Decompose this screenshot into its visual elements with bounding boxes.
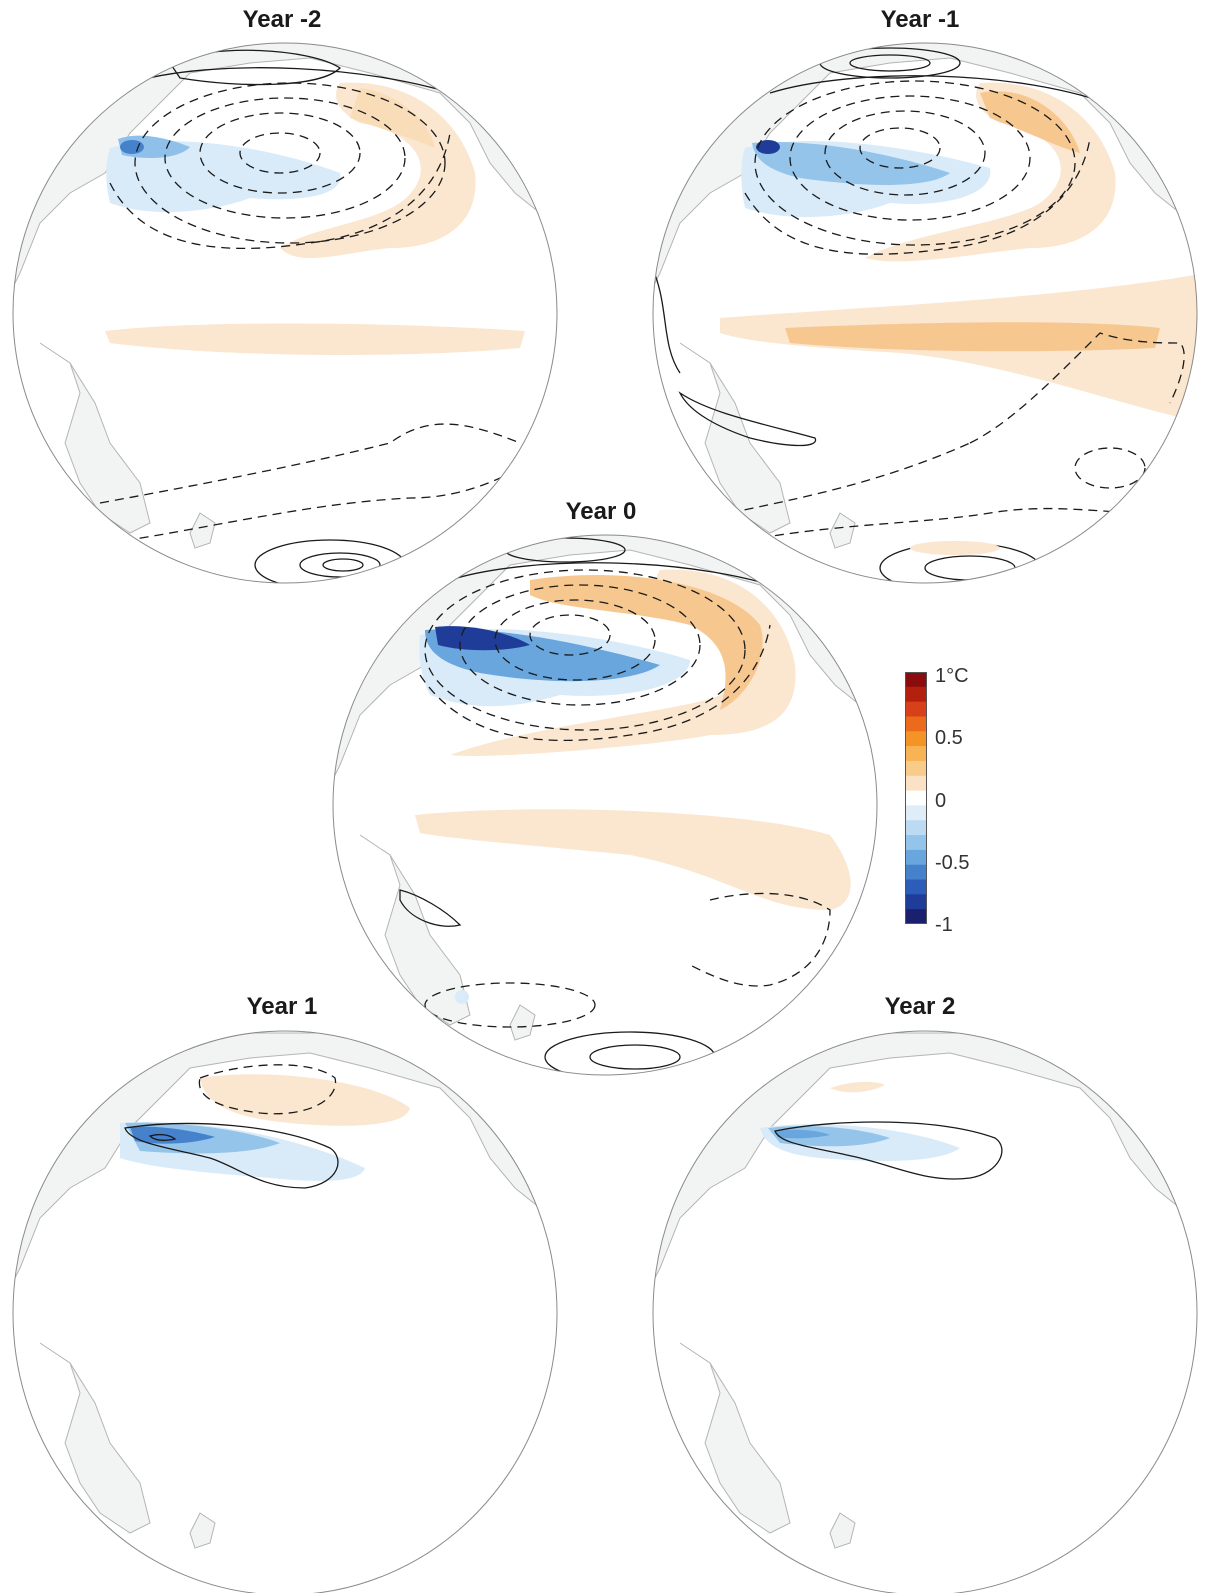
cool-anomaly-small xyxy=(455,990,469,1004)
positive-contour xyxy=(322,558,364,572)
negative-contour xyxy=(109,462,531,544)
panel-title-year-0: Year 0 xyxy=(565,498,637,525)
colorbar-segment xyxy=(905,909,927,924)
colorbar-segment xyxy=(905,686,927,703)
colorbar-label-zero: 0 xyxy=(935,790,947,812)
globe-map-year-1 xyxy=(12,1030,558,1593)
positive-contour xyxy=(769,75,1121,109)
colorbar-segment xyxy=(905,672,927,688)
sst-anomaly-shading xyxy=(760,1081,960,1161)
colorbar-segment xyxy=(905,760,927,777)
negative-contour xyxy=(99,423,521,504)
globe-map-year-minus-1 xyxy=(652,42,1198,584)
colorbar-segment xyxy=(905,805,927,821)
cool-anomaly-core xyxy=(435,626,530,651)
warm-equatorial-band xyxy=(105,323,525,355)
positive-contour xyxy=(169,49,342,86)
globe-outline xyxy=(332,534,878,1076)
colorbar-segment xyxy=(905,716,927,732)
globe-outline xyxy=(652,1030,1198,1593)
negative-contour xyxy=(1074,447,1146,489)
colorbar-label-min: -1 xyxy=(935,914,953,936)
negative-contour xyxy=(759,507,1151,539)
negative-contour xyxy=(164,97,406,219)
globe-map-year-minus-2 xyxy=(12,42,558,584)
panel-title-year-minus-2: Year -2 xyxy=(242,6,322,33)
negative-contour xyxy=(754,80,1076,246)
cool-anomaly-core xyxy=(775,1129,830,1139)
globe-map-year-0 xyxy=(332,534,878,1076)
warm-equatorial-band xyxy=(415,809,851,910)
negative-contour xyxy=(459,584,701,706)
positive-contour xyxy=(774,1121,1003,1180)
colorbar-segment xyxy=(905,849,927,866)
colorbar-segment xyxy=(905,835,927,851)
warm-anomaly-small xyxy=(830,1081,885,1093)
colorbar-segment xyxy=(905,879,927,895)
pressure-contours xyxy=(653,47,1185,583)
colorbar-label-half: 0.5 xyxy=(935,727,963,749)
land-masses xyxy=(333,535,877,1041)
warm-anomaly-region xyxy=(200,1074,410,1126)
positive-contour xyxy=(148,1133,177,1141)
sst-anomaly-shading xyxy=(720,82,1197,423)
colorbar-segment xyxy=(905,894,927,910)
sst-anomaly-shading xyxy=(120,1074,410,1181)
cool-anomaly-max xyxy=(120,140,144,154)
pressure-contours xyxy=(399,537,831,1075)
colorbar-segment xyxy=(905,864,927,881)
negative-contour xyxy=(744,137,1091,255)
warm-anomaly-small xyxy=(910,541,1000,555)
globe-outline xyxy=(12,42,558,584)
cool-anomaly-max xyxy=(756,140,780,154)
positive-contour xyxy=(399,889,462,927)
positive-contour xyxy=(849,54,931,72)
negative-contour xyxy=(199,112,361,194)
warm-equatorial-core xyxy=(785,322,1160,352)
pressure-contours xyxy=(124,1064,339,1189)
panel-title-year-minus-1: Year -1 xyxy=(880,6,960,33)
negative-contour xyxy=(859,127,941,169)
globe-map-year-2 xyxy=(652,1030,1198,1593)
negative-contour xyxy=(198,1064,337,1115)
negative-contour xyxy=(494,599,656,681)
negative-contour xyxy=(969,332,1185,444)
negative-contour xyxy=(529,614,611,656)
pressure-contours xyxy=(774,1121,1003,1180)
sst-anomaly-shading xyxy=(415,569,851,1004)
negative-contour xyxy=(729,442,971,514)
globe-outline xyxy=(12,1030,558,1593)
colorbar xyxy=(905,672,927,924)
negative-contour xyxy=(419,624,771,742)
positive-contour xyxy=(589,1044,681,1070)
negative-contour xyxy=(239,132,321,174)
negative-contour xyxy=(789,95,1031,221)
positive-contour xyxy=(678,391,817,447)
colorbar-segment xyxy=(905,701,927,718)
panel-title-year-2: Year 2 xyxy=(884,993,956,1020)
cool-anomaly-mid xyxy=(752,142,950,185)
negative-contour xyxy=(424,982,596,1028)
negative-contour xyxy=(824,110,986,196)
colorbar-segment xyxy=(905,820,927,836)
warm-anomaly-core xyxy=(350,88,435,148)
negative-contour xyxy=(424,569,746,731)
colorbar-segment xyxy=(905,775,927,792)
negative-contour xyxy=(134,82,446,244)
warm-anomaly-region xyxy=(280,82,476,259)
colorbar-segment xyxy=(905,790,927,807)
positive-contour xyxy=(124,1122,339,1189)
colorbar-segment xyxy=(905,746,927,762)
globe-outline xyxy=(652,42,1198,584)
panel-title-year-1: Year 1 xyxy=(246,993,318,1020)
warm-anomaly-mid xyxy=(530,575,763,710)
colorbar-label-neg-half: -0.5 xyxy=(935,852,970,874)
colorbar-segment xyxy=(905,731,927,747)
colorbar-label-max: 1°C xyxy=(935,665,969,687)
cool-anomaly-core xyxy=(130,1126,215,1144)
warm-anomaly-core xyxy=(980,91,1080,153)
colorbar-border xyxy=(905,672,927,924)
